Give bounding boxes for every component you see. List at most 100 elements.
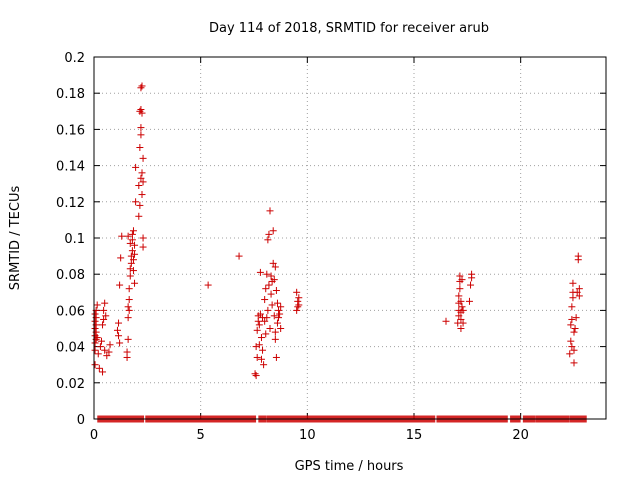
data-point <box>136 201 144 209</box>
data-point <box>257 334 265 342</box>
data-point <box>257 355 265 363</box>
y-tick-label: 0.06 <box>56 304 85 319</box>
data-point <box>126 265 134 273</box>
data-point <box>570 346 578 354</box>
x-tick-label: 5 <box>197 428 205 443</box>
data-point <box>271 263 279 271</box>
data-point <box>256 310 264 318</box>
data-point <box>263 270 271 278</box>
data-point <box>567 337 575 345</box>
data-point <box>262 285 270 293</box>
x-tick-label: 0 <box>90 428 98 443</box>
data-point <box>570 328 578 336</box>
data-point <box>263 314 271 322</box>
data-point <box>277 303 285 311</box>
data-point <box>568 303 576 311</box>
y-tick-label: 0 <box>77 413 85 428</box>
data-point <box>273 319 281 327</box>
data-point <box>137 174 145 182</box>
data-point <box>269 227 277 235</box>
data-point <box>253 326 261 334</box>
data-point <box>442 317 450 325</box>
data-point <box>128 247 136 255</box>
data-point <box>125 285 133 293</box>
data-point <box>457 315 465 323</box>
data-point <box>275 314 283 322</box>
data-point <box>100 315 108 323</box>
data-point <box>127 252 135 260</box>
data-point <box>139 154 147 162</box>
data-point <box>126 272 134 280</box>
data-point <box>102 312 110 320</box>
y-axis-label: SRMTID / TECUs <box>8 186 23 291</box>
data-point <box>272 286 280 294</box>
data-point <box>137 131 145 139</box>
data-point <box>261 296 269 304</box>
data-point <box>262 330 270 338</box>
data-point <box>272 353 280 361</box>
data-point <box>255 341 263 349</box>
data-point <box>458 303 466 311</box>
data-point <box>138 169 146 177</box>
data-point <box>135 182 143 190</box>
data-point <box>270 312 278 320</box>
data-point <box>124 335 132 343</box>
data-point <box>575 285 583 293</box>
data-point <box>91 339 99 347</box>
data-point <box>259 346 267 354</box>
data-point <box>277 325 285 332</box>
data-point <box>271 328 279 336</box>
data-point <box>115 332 123 340</box>
data-point <box>264 306 272 314</box>
data-point <box>137 84 145 92</box>
data-point <box>252 372 260 380</box>
x-tick-label: 15 <box>406 428 423 443</box>
data-point <box>106 341 114 349</box>
data-point <box>95 364 103 372</box>
data-point <box>118 232 126 240</box>
data-point <box>116 339 124 347</box>
data-point <box>124 232 132 240</box>
data-point <box>115 319 123 327</box>
data-point <box>91 361 99 369</box>
data-point <box>131 241 139 249</box>
data-point <box>295 301 303 309</box>
data-point <box>97 337 105 345</box>
axis-ticks: 0 0.02 0.04 0.06 0.08 0.1 0.12 0.14 0.16 0.18 0.2 0… <box>56 51 606 443</box>
data-point <box>270 276 278 284</box>
data-point <box>456 272 464 280</box>
data-point <box>293 288 301 296</box>
data-point <box>268 301 276 309</box>
data-point <box>138 109 146 117</box>
data-point <box>459 319 467 327</box>
data-point <box>94 350 102 358</box>
data-point <box>468 270 476 278</box>
data-point <box>293 306 301 314</box>
data-point <box>103 352 111 360</box>
y-tick-label: 0.14 <box>56 160 85 175</box>
data-point <box>566 350 574 358</box>
data-point <box>138 191 146 199</box>
data-point <box>105 348 113 356</box>
data-point <box>568 315 576 323</box>
data-point <box>100 306 108 314</box>
y-tick-label: 0.12 <box>56 196 85 211</box>
data-point <box>128 230 136 238</box>
data-point <box>265 230 273 238</box>
data-point <box>235 252 243 260</box>
data-point <box>131 279 139 287</box>
data-point <box>276 310 284 318</box>
data-point <box>568 343 576 351</box>
data-point <box>101 346 109 354</box>
data-point <box>131 250 139 258</box>
y-tick-label: 0.18 <box>56 87 85 102</box>
data-point <box>125 306 133 314</box>
y-tick-label: 0.08 <box>56 268 85 283</box>
data-point <box>101 299 109 307</box>
y-tick-label: 0.04 <box>56 341 85 356</box>
data-point <box>138 82 146 90</box>
data-point <box>204 281 212 289</box>
data-point <box>295 294 303 302</box>
data-point <box>139 243 147 251</box>
